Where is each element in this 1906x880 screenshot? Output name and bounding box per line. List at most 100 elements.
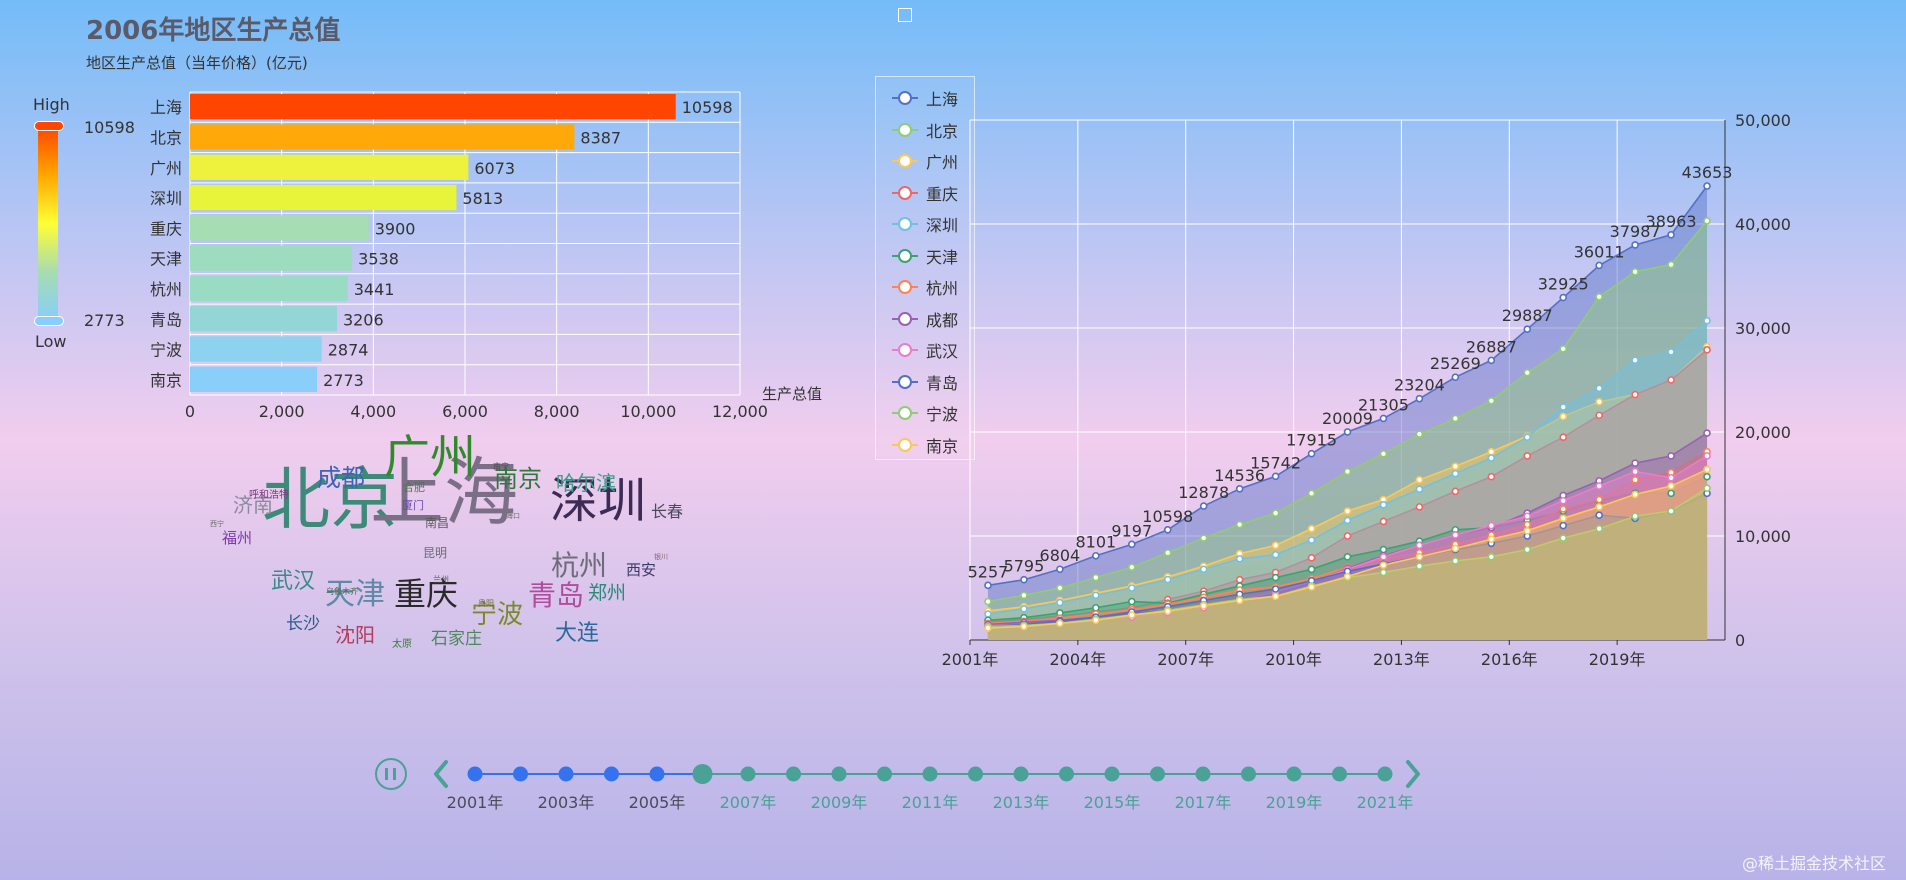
x-axis-label: 生产总值 [762, 385, 822, 403]
timeline-point[interactable] [786, 766, 801, 782]
point-value-label: 32925 [1538, 275, 1589, 294]
timeline-point[interactable] [1241, 766, 1256, 782]
word-cloud-item: 长沙 [286, 614, 320, 634]
timeline-point[interactable] [877, 766, 892, 782]
timeline-point[interactable] [1150, 766, 1165, 782]
timeline-point[interactable] [467, 766, 483, 782]
series-point [1092, 551, 1100, 560]
series-point [1595, 511, 1603, 520]
visualmap-min-handle[interactable] [34, 316, 64, 326]
bar-value-label: 3441 [354, 280, 395, 299]
legend-label: 深圳 [926, 216, 959, 235]
series-point [1235, 485, 1244, 493]
series-point [1451, 462, 1460, 471]
word-cloud-item: 西安 [626, 561, 657, 579]
series-point [1127, 611, 1136, 619]
series-point [1703, 316, 1711, 325]
timeline-label: 2011年 [902, 793, 959, 812]
series-point [1451, 487, 1460, 496]
x-tick-label: 8,000 [534, 402, 580, 421]
timeline-point[interactable] [558, 766, 574, 782]
timeline-point[interactable] [1286, 766, 1302, 782]
legend-item[interactable]: 南京 [892, 434, 958, 456]
next-arrow-icon[interactable] [1406, 760, 1420, 788]
legend-item[interactable]: 北京 [892, 119, 958, 141]
legend-item[interactable]: 成都 [892, 308, 958, 330]
timeline-point[interactable] [649, 766, 665, 782]
legend-item[interactable]: 宁波 [892, 402, 958, 424]
series-point [1487, 472, 1496, 481]
timeline-point[interactable] [740, 766, 756, 782]
timeline-point[interactable] [831, 766, 847, 782]
series-area [987, 451, 1708, 640]
legend-item[interactable]: 青岛 [892, 371, 958, 393]
timeline-point[interactable] [1059, 766, 1074, 782]
series-point [1631, 356, 1639, 365]
series-point [1415, 485, 1424, 494]
timeline-point[interactable] [922, 766, 938, 782]
series-area [987, 455, 1708, 640]
x-tick-label: 6,000 [442, 402, 488, 421]
point-value-label: 10598 [1142, 507, 1193, 526]
series-point [984, 597, 992, 606]
timeline-point[interactable] [1013, 766, 1029, 782]
series-point [1703, 465, 1711, 474]
bar [190, 306, 337, 332]
legend-item[interactable]: 武汉 [892, 339, 958, 361]
series-point [1667, 348, 1675, 356]
visualmap-low-label: Low [35, 332, 67, 351]
timeline-point[interactable] [513, 766, 528, 782]
legend-item[interactable]: 杭州 [892, 276, 958, 298]
legend-item[interactable]: 天津 [892, 245, 958, 267]
word-cloud-item: 北京 [262, 461, 399, 540]
point-value-label: 5257 [968, 562, 1009, 581]
timeline-current-point[interactable] [692, 764, 713, 784]
series-point [1559, 344, 1568, 353]
series-point [1487, 552, 1496, 561]
legend-item[interactable]: 广州 [892, 150, 958, 172]
series-point [1595, 495, 1603, 504]
play-pause-button[interactable] [375, 758, 407, 790]
timeline[interactable]: 2001年 2003年 2005年 2007年 2009年 2011年 2013年 2015年… [0, 740, 1906, 840]
series-point [1523, 368, 1532, 377]
timeline-point[interactable] [1377, 766, 1393, 782]
word-cloud-item: 乌鲁木齐 [326, 587, 358, 596]
series-point [1667, 473, 1675, 482]
legend-item[interactable]: 深圳 [892, 213, 958, 235]
series-point [1595, 292, 1603, 301]
series-point [1307, 489, 1316, 498]
series-point [1631, 459, 1639, 468]
y-tick-label: 重庆 [150, 219, 182, 238]
legend-item[interactable]: 重庆 [892, 182, 958, 204]
series-point [1092, 591, 1100, 600]
point-value-label: 14536 [1214, 466, 1265, 485]
series-point [1343, 507, 1352, 515]
timeline-point[interactable] [1195, 766, 1211, 782]
visualmap-max-handle[interactable] [34, 121, 64, 131]
series-point [1631, 390, 1639, 399]
bar-value-label: 2874 [328, 341, 369, 360]
timeline-point[interactable] [604, 766, 619, 782]
point-value-label: 37987 [1610, 222, 1661, 241]
prev-arrow-icon[interactable] [434, 760, 448, 788]
series-point [1559, 505, 1568, 513]
square-icon[interactable] [898, 8, 912, 22]
series-point [1343, 467, 1352, 476]
series-point [1451, 544, 1460, 553]
series-point [1379, 517, 1388, 526]
series-point [1667, 452, 1675, 460]
series-point [1343, 428, 1352, 436]
series-point [1415, 503, 1424, 511]
x-tick-label: 2010年 [1265, 650, 1322, 669]
timeline-point[interactable] [968, 766, 983, 782]
series-point [1631, 268, 1639, 276]
y-tick-label: 50,000 [1735, 111, 1791, 130]
bar-value-label: 10598 [682, 98, 733, 117]
legend-item[interactable]: 上海 [892, 87, 958, 109]
series-point [1127, 563, 1136, 572]
timeline-point[interactable] [1104, 766, 1120, 782]
series-point [1163, 575, 1172, 584]
chart-title: 2006年地区生产总值 [86, 16, 341, 46]
y-tick-label: 20,000 [1735, 423, 1791, 442]
timeline-point[interactable] [1332, 766, 1347, 782]
